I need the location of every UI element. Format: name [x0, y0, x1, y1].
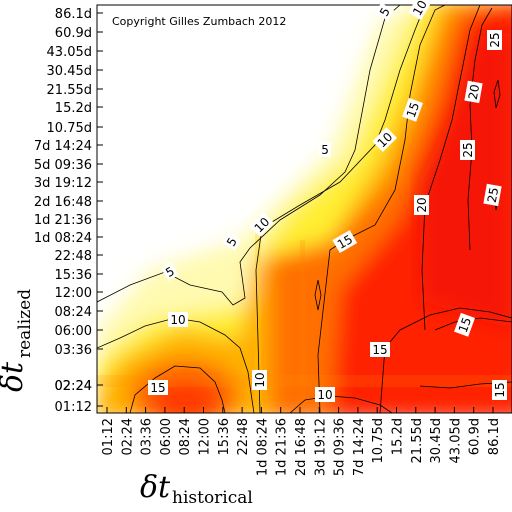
plot-frame — [96, 4, 512, 414]
svg-text:20: 20 — [415, 197, 429, 212]
contour-label: 5 — [375, 2, 395, 21]
contour-label: 15 — [454, 312, 475, 337]
x-tick-label: 86.1d — [487, 418, 502, 455]
svg-text:10: 10 — [170, 313, 185, 327]
x-axis: 01:12 02:24 03:36 06:00 08:24 12:00 15:36 22:48… — [101, 407, 502, 476]
svg-text:15: 15 — [456, 315, 474, 334]
x-axis-title: δt historical — [140, 470, 253, 508]
y-tick-label: 86.1d — [55, 7, 92, 22]
x-tick-label: 3d 19:12 — [313, 418, 328, 476]
y-tick-label: 21.55d — [47, 83, 92, 98]
y-tick-label: 1d 21:36 — [34, 213, 92, 228]
y-tick-label: 15:36 — [55, 268, 92, 283]
x-tick-label: 01:12 — [101, 418, 116, 455]
svg-text:5: 5 — [321, 143, 329, 157]
contour-label: 20 — [464, 80, 483, 104]
y-tick-label: 43.05d — [47, 45, 92, 60]
contour-label: 15 — [148, 380, 168, 395]
y-tick-label: 30.45d — [47, 64, 92, 79]
svg-text:10: 10 — [253, 372, 267, 387]
svg-text:15: 15 — [404, 100, 422, 119]
contour-label: 5 — [319, 142, 331, 157]
x-tick-label: 60.9d — [468, 418, 483, 455]
svg-text:25: 25 — [488, 32, 502, 47]
x-tick-label: 1d 21:36 — [275, 418, 290, 476]
y-tick-label: 01:12 — [55, 400, 92, 415]
contour-label: 15 — [370, 342, 390, 357]
x-tick-label: 03:36 — [140, 418, 155, 455]
contour-label: 10 — [315, 387, 335, 402]
svg-text:20: 20 — [466, 83, 482, 100]
x-tick-label: 15.2d — [391, 418, 406, 455]
contour-label: 5 — [160, 262, 179, 282]
y-tick-label: 7d 14:24 — [34, 139, 92, 154]
y-axis: 01:1202:2402:2403:3606:0008:2412:0015:36… — [34, 7, 103, 415]
y-tick-label: 2d 16:48 — [34, 195, 92, 210]
y-tick-label: 10.75d — [47, 121, 92, 136]
contour-label: 20 — [414, 195, 429, 215]
y-tick-label: 03:36 — [55, 343, 92, 358]
copyright-text: Copyright Gilles Zumbach 2012 — [112, 15, 286, 28]
y-tick-label: 08:24 — [55, 305, 92, 320]
svg-text:15: 15 — [150, 381, 165, 395]
contour-label: 25 — [487, 30, 502, 50]
y-axis-title: δt realized — [0, 289, 35, 392]
svg-text:realized: realized — [15, 289, 35, 358]
y-tick-label: 22:48 — [55, 249, 92, 264]
x-tick-label: 08:24 — [178, 418, 193, 455]
y-tick-label: 5d 09:36 — [34, 158, 92, 173]
svg-text:25: 25 — [485, 186, 501, 203]
x-tick-label: 22:48 — [236, 418, 251, 455]
y-tick-label: 60.9d — [55, 26, 92, 41]
heatmap-field — [97, 5, 512, 413]
contour-label: 10 — [252, 370, 267, 390]
x-tick-label: 1d 08:24 — [255, 418, 270, 476]
x-tick-label: 5d 09:36 — [333, 418, 348, 476]
svg-text:15: 15 — [372, 343, 387, 357]
x-tick-label: 15:36 — [217, 418, 232, 455]
x-tick-label: 30.45d — [429, 418, 444, 463]
y-tick-label: 02:24 — [55, 379, 92, 394]
svg-text:historical: historical — [172, 488, 253, 508]
contour-lines — [97, 5, 512, 413]
y-tick-label: 12:00 — [55, 286, 92, 301]
contour-label: 10 — [168, 312, 188, 327]
x-tick-label: 2d 16:48 — [294, 418, 309, 476]
x-tick-label: 10.75d — [371, 418, 386, 463]
svg-text:25: 25 — [461, 142, 475, 157]
svg-text:δt: δt — [140, 470, 171, 505]
y-tick-label: 1d 08:24 — [34, 231, 92, 246]
svg-text:δt: δt — [0, 361, 30, 392]
y-tick-label: 06:00 — [55, 324, 92, 339]
contour-label: 25 — [483, 183, 502, 207]
contour-label: 15 — [492, 380, 507, 400]
x-tick-label: 7d 14:24 — [352, 418, 367, 476]
svg-text:10: 10 — [317, 388, 332, 402]
x-tick-label: 02:24 — [120, 418, 135, 455]
x-tick-label: 06:00 — [159, 418, 174, 455]
contour-label: 15 — [402, 97, 423, 122]
y-tick-label: 15.2d — [55, 101, 92, 116]
x-tick-label: 12:00 — [198, 418, 213, 455]
contour-label: 15 — [332, 230, 358, 254]
x-tick-label: 21.55d — [410, 418, 425, 463]
contour-label: 5 — [222, 232, 242, 251]
x-tick-label: 43.05d — [448, 418, 463, 463]
contour-label: 25 — [460, 140, 475, 160]
y-tick-label: 3d 19:12 — [34, 176, 92, 191]
svg-text:15: 15 — [335, 232, 355, 252]
svg-text:15: 15 — [493, 382, 507, 397]
y-tick-label: 02:24 — [55, 379, 92, 394]
